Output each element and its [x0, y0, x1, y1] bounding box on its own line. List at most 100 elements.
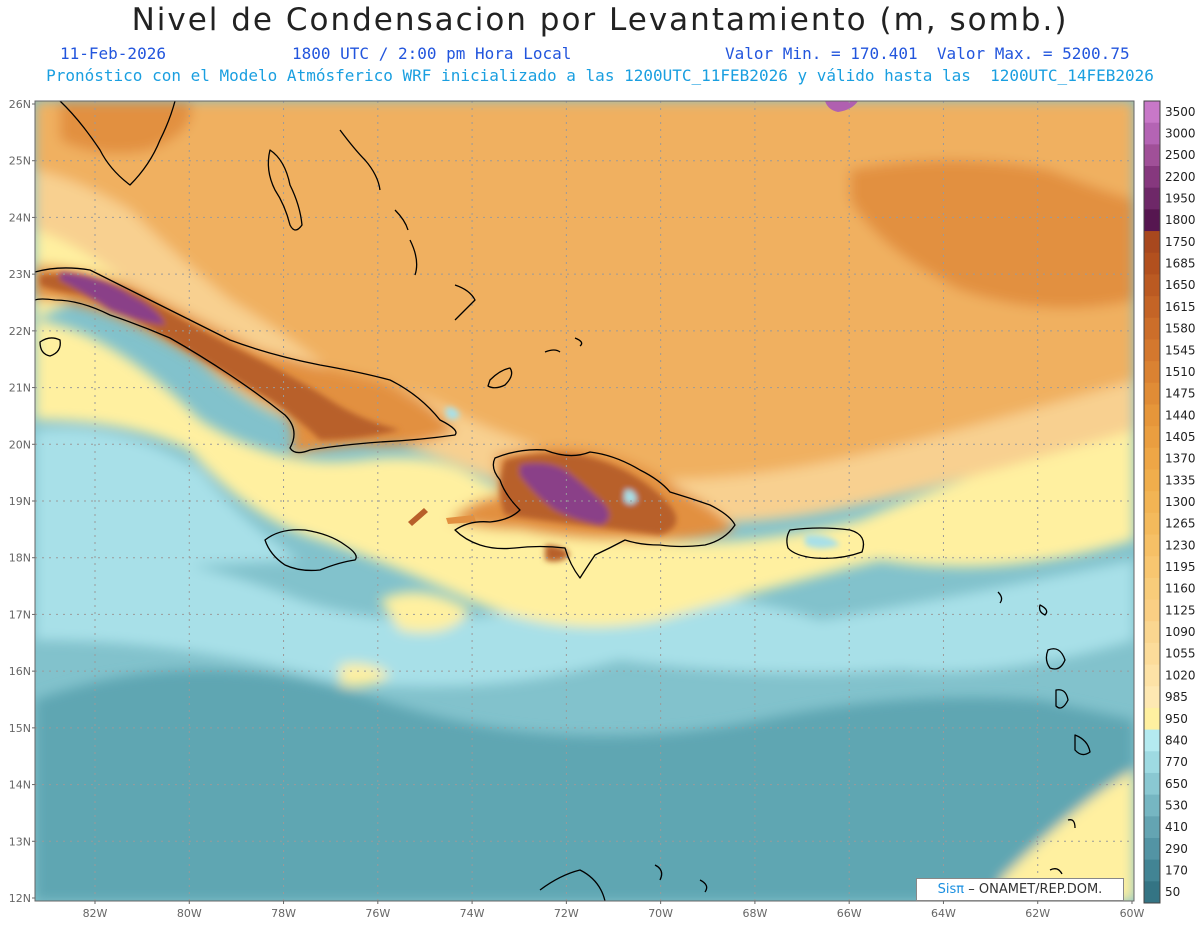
- colorbar-label: 840: [1165, 733, 1188, 747]
- colorbar-swatch: [1144, 317, 1160, 340]
- colorbar-swatch: [1144, 729, 1160, 752]
- lon-label: 66W: [837, 907, 862, 920]
- colorbar-swatch: [1144, 599, 1160, 622]
- lat-label: 16N: [9, 665, 31, 678]
- colorbar-swatch: [1144, 404, 1160, 427]
- colorbar-swatch: [1144, 144, 1160, 167]
- lat-label: 25N: [9, 155, 31, 168]
- colorbar-label: 1750: [1165, 235, 1196, 249]
- colorbar-swatch: [1144, 447, 1160, 470]
- colorbar-label: 1055: [1165, 647, 1196, 661]
- colorbar-swatch: [1144, 881, 1160, 904]
- colorbar-swatch: [1144, 382, 1160, 405]
- lon-label: 72W: [554, 907, 579, 920]
- colorbar-label: 3000: [1165, 127, 1196, 141]
- colorbar-label: 1440: [1165, 408, 1196, 422]
- lat-label: 12N: [9, 892, 31, 905]
- lon-label: 74W: [460, 907, 485, 920]
- colorbar-label: 1950: [1165, 192, 1196, 206]
- lon-label: 64W: [931, 907, 956, 920]
- lat-label: 19N: [9, 495, 31, 508]
- lat-label: 23N: [9, 268, 31, 281]
- coastlines: [34, 100, 1091, 902]
- colorbar-label: 1580: [1165, 322, 1196, 336]
- bahamas-coast: [339, 129, 583, 389]
- colorbar-label: 290: [1165, 842, 1188, 856]
- colorbar-label: 1195: [1165, 560, 1196, 574]
- colorbar-label: 770: [1165, 755, 1188, 769]
- colorbar-label: 530: [1165, 798, 1188, 812]
- lat-label: 21N: [9, 382, 31, 395]
- valid-date: 11-Feb-2026: [60, 44, 166, 63]
- cuba-coast: [34, 267, 457, 454]
- colorbar-label: 1475: [1165, 387, 1196, 401]
- colorbar-swatch: [1144, 772, 1160, 796]
- lon-label: 62W: [1025, 907, 1050, 920]
- colorbar-swatch: [1144, 794, 1160, 817]
- lon-label: 78W: [271, 907, 296, 920]
- colorbar-swatch: [1144, 837, 1160, 861]
- map-title: Nivel de Condensacion por Levantamiento …: [131, 2, 1069, 38]
- colorbar-label: 3500: [1165, 105, 1196, 119]
- colorbar-swatch: [1144, 296, 1160, 319]
- colorbar-label: 1370: [1165, 452, 1196, 466]
- colorbar-frame: [1143, 100, 1161, 904]
- south-america-coast: [539, 864, 708, 902]
- latitude-labels: 26N 25N 24N 23N 22N 21N 20N 19N 18N 17N 16N 15N 14N 1…: [9, 98, 35, 905]
- lat-label: 14N: [9, 779, 31, 792]
- colorbar-swatch: [1144, 187, 1160, 210]
- forecast-info: Pronóstico con el Modelo Atmósferico WRF…: [46, 66, 1154, 85]
- colorbar-label: 1650: [1165, 278, 1196, 292]
- subtitle-row: 11-Feb-2026 1800 UTC / 2:00 pm Hora Loca…: [0, 44, 1200, 66]
- colorbar-swatch: [1144, 231, 1160, 254]
- colorbar-label: 410: [1165, 820, 1188, 834]
- colorbar-label: 1265: [1165, 517, 1196, 531]
- lat-lon-grid: [35, 101, 1134, 901]
- valid-time: 1800 UTC / 2:00 pm Hora Local: [292, 44, 572, 63]
- colorbar-label: 985: [1165, 690, 1188, 704]
- colorbar-label: 1405: [1165, 430, 1196, 444]
- colorbar-swatch: [1144, 642, 1160, 666]
- colorbar-label: 170: [1165, 863, 1188, 877]
- lcl-shaded-field: [35, 101, 1134, 901]
- colorbar-swatch: [1144, 556, 1160, 579]
- value-range: Valor Min. = 170.401 Valor Max. = 5200.7…: [725, 44, 1130, 63]
- andros-coast: [267, 149, 303, 231]
- colorbar-label: 1125: [1165, 603, 1196, 617]
- colorbar-swatch: [1144, 686, 1160, 709]
- colorbar-swatch: [1144, 209, 1160, 232]
- lat-label: 17N: [9, 608, 31, 621]
- jamaica-coast: [264, 529, 357, 572]
- colorbar-label: 1335: [1165, 473, 1196, 487]
- colorbar-swatch: [1144, 707, 1160, 731]
- colorbar-label: 1545: [1165, 343, 1196, 357]
- lesser-antilles-coast: [997, 591, 1091, 875]
- longitude-labels: 82W 80W 78W 76W 74W 72W 70W 68W 66W 64W 62W 60W: [83, 901, 1145, 920]
- lat-label: 15N: [9, 722, 31, 735]
- lat-label: 20N: [9, 438, 31, 451]
- colorbar-swatch: [1144, 859, 1160, 882]
- colorbar-swatch: [1144, 577, 1160, 601]
- colorbar-swatch: [1144, 469, 1160, 492]
- colorbar-label: 1160: [1165, 582, 1196, 596]
- colorbar-swatch: [1144, 534, 1160, 557]
- florida-coast: [59, 100, 176, 186]
- colorbar-swatch: [1144, 491, 1160, 514]
- colorbar-label: 1020: [1165, 668, 1196, 682]
- colorbar-swatch: [1144, 252, 1160, 275]
- colorbar: 3500 3000 2500 2200 1950 1800 1750 1685 1650 1615…: [1143, 100, 1196, 904]
- colorbar-label: 1800: [1165, 213, 1196, 227]
- sispi-logo-text: Sisπ: [937, 882, 965, 897]
- lat-label: 26N: [9, 98, 31, 111]
- colorbar-label: 1230: [1165, 538, 1196, 552]
- colorbar-swatch: [1144, 664, 1160, 687]
- colorbar-swatch: [1144, 621, 1160, 644]
- colorbar-swatch: [1144, 751, 1160, 774]
- credit-org: – ONAMET/REP.DOM.: [968, 882, 1103, 897]
- isla-juventud-coast: [39, 337, 61, 357]
- lon-label: 80W: [177, 907, 202, 920]
- colorbar-swatch: [1144, 816, 1160, 839]
- lon-label: 68W: [742, 907, 767, 920]
- colorbar-swatch: [1144, 361, 1160, 384]
